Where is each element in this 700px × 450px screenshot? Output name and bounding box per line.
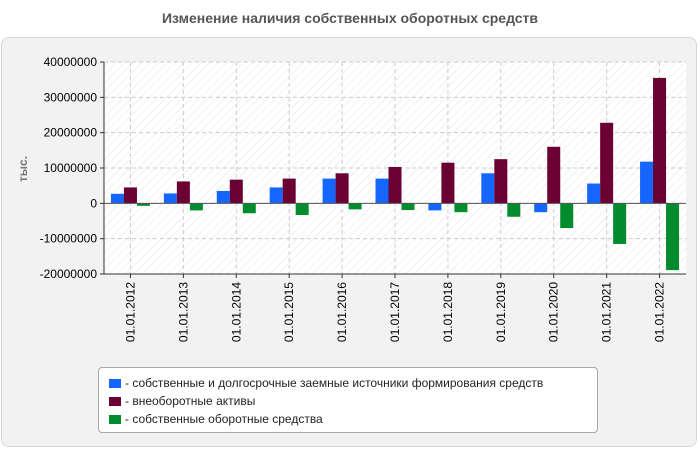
bar-noncurrent-assets-4 xyxy=(335,173,349,204)
bar-sources-10 xyxy=(640,161,654,204)
x-tick-label: 01.01.2017 xyxy=(388,282,402,342)
bar-working-capital-3 xyxy=(295,203,309,215)
y-tick-label: 0 xyxy=(90,196,97,210)
x-tick-label: 01.01.2018 xyxy=(441,282,455,342)
y-tick-label: -10000000 xyxy=(40,232,98,246)
x-tick-label: 01.01.2014 xyxy=(229,282,243,342)
bar-sources-4 xyxy=(322,178,336,204)
legend-label-noncurrent-assets: - внеоборотные активы xyxy=(125,394,256,408)
bar-sources-5 xyxy=(375,178,389,204)
bar-noncurrent-assets-5 xyxy=(388,166,402,204)
bar-working-capital-9 xyxy=(613,203,627,244)
bar-working-capital-4 xyxy=(348,203,362,210)
bar-noncurrent-assets-8 xyxy=(547,146,561,204)
chart-title: Изменение наличия собственных оборотных … xyxy=(161,10,539,26)
bar-sources-3 xyxy=(269,187,283,204)
bar-working-capital-5 xyxy=(401,203,415,211)
legend-swatch-noncurrent-assets xyxy=(109,396,121,406)
bar-working-capital-0 xyxy=(136,203,150,206)
bar-noncurrent-assets-7 xyxy=(494,159,508,204)
x-tick-label: 01.01.2016 xyxy=(335,282,349,342)
legend-item-sources: - собственные и долгосрочные заемные ист… xyxy=(109,374,597,392)
bar-noncurrent-assets-3 xyxy=(282,178,296,204)
x-tick-label: 01.01.2021 xyxy=(600,282,614,342)
bar-noncurrent-assets-10 xyxy=(653,77,667,204)
x-tick-label: 01.01.2022 xyxy=(653,282,667,342)
x-tick-label: 01.01.2019 xyxy=(494,282,508,342)
bar-noncurrent-assets-9 xyxy=(600,122,614,204)
bars xyxy=(110,77,680,271)
axes xyxy=(100,61,686,278)
bar-working-capital-1 xyxy=(189,203,203,211)
bar-sources-0 xyxy=(110,193,124,204)
bar-working-capital-7 xyxy=(507,203,521,217)
x-tick-label: 01.01.2020 xyxy=(547,282,561,342)
legend-swatch-sources xyxy=(109,378,121,388)
bar-working-capital-10 xyxy=(666,203,680,271)
legend-item-working-capital: - собственные оборотные средства xyxy=(109,410,597,428)
legend-item-noncurrent-assets: - внеоборотные активы xyxy=(109,392,597,410)
legend-label-working-capital: - собственные оборотные средства xyxy=(125,412,323,426)
bar-sources-2 xyxy=(216,190,230,204)
x-tick-label: 01.01.2012 xyxy=(123,282,137,342)
x-tick-labels: 01.01.2012 01.01.2013 01.01.2014 01.01.2015… xyxy=(123,282,666,342)
y-tick-label: 30000000 xyxy=(44,90,98,104)
bar-sources-1 xyxy=(163,193,177,204)
bar-working-capital-6 xyxy=(454,203,468,213)
y-tick-label: -20000000 xyxy=(40,267,98,281)
bar-working-capital-2 xyxy=(242,203,256,214)
bar-noncurrent-assets-0 xyxy=(123,187,137,204)
y-tick-labels: 40000000 30000000 20000000 10000000 0 -100000… xyxy=(40,55,98,281)
bar-sources-8 xyxy=(534,203,548,213)
bar-sources-9 xyxy=(587,183,601,204)
x-tick-label: 01.01.2013 xyxy=(176,282,190,342)
y-axis-label: тыс. xyxy=(16,155,30,183)
y-tick-label: 40000000 xyxy=(44,55,98,69)
bar-sources-7 xyxy=(481,173,495,204)
legend-label-sources: - собственные и долгосрочные заемные ист… xyxy=(125,376,544,390)
x-tick-label: 01.01.2015 xyxy=(282,282,296,342)
y-tick-label: 10000000 xyxy=(44,161,98,175)
bar-noncurrent-assets-6 xyxy=(441,162,455,204)
bar-noncurrent-assets-1 xyxy=(176,181,190,204)
bar-working-capital-8 xyxy=(560,203,574,229)
legend-swatch-working-capital xyxy=(109,414,121,424)
bar-noncurrent-assets-2 xyxy=(229,179,243,204)
bar-sources-6 xyxy=(428,203,442,211)
legend: - собственные и долгосрочные заемные ист… xyxy=(98,367,598,433)
y-tick-label: 20000000 xyxy=(44,126,98,140)
